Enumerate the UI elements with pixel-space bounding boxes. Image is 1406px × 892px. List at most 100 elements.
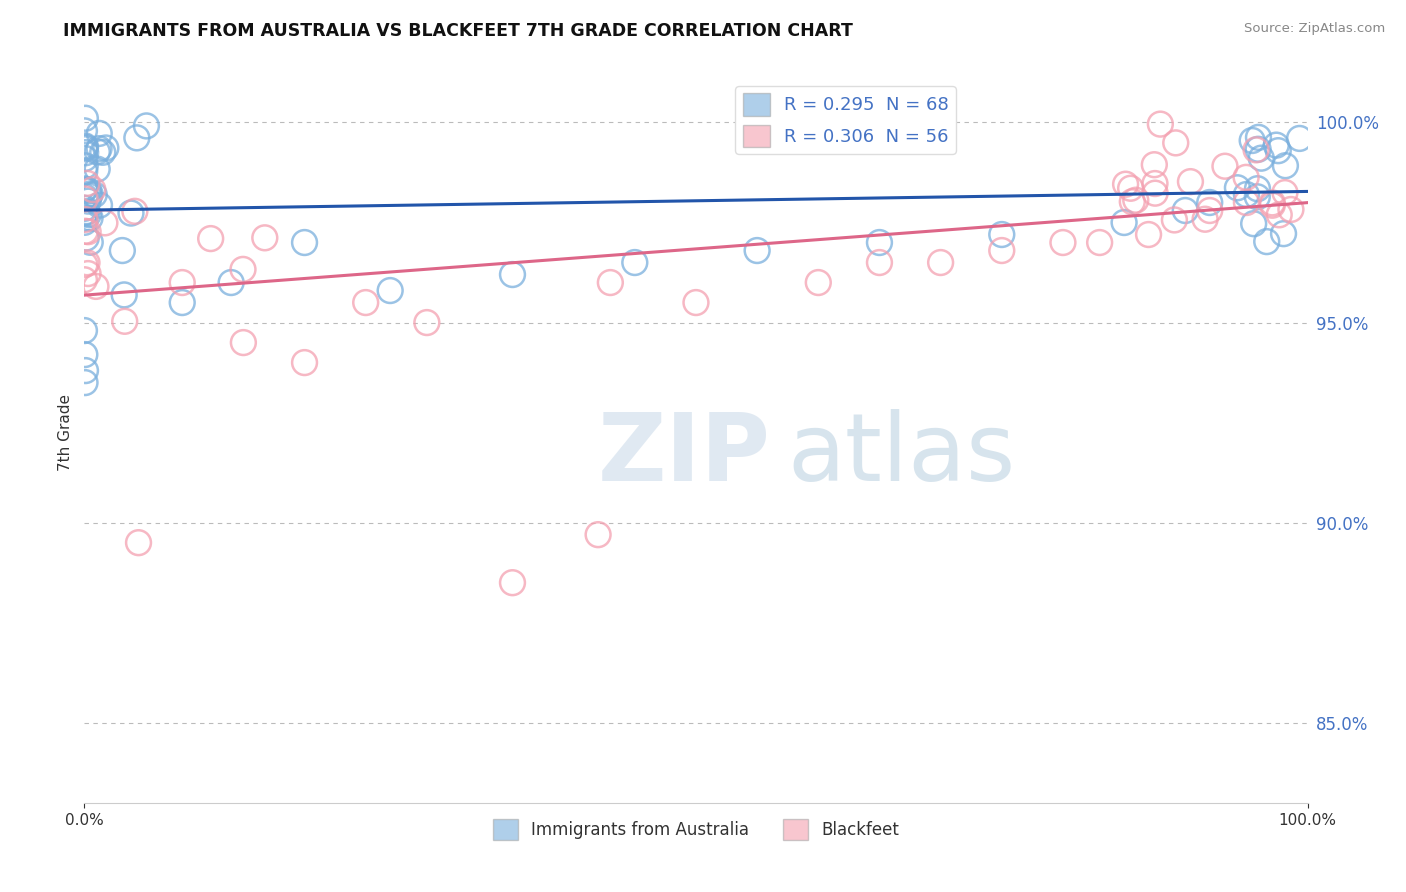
Point	[87, 142, 110, 156]
Point	[1265, 138, 1288, 153]
Point	[73, 164, 96, 178]
Point	[1174, 203, 1197, 218]
Point	[75, 190, 97, 204]
Point	[1137, 227, 1160, 242]
Point	[94, 141, 117, 155]
Point	[79, 211, 101, 225]
Point	[1088, 235, 1111, 250]
Point	[73, 202, 96, 216]
Point	[89, 127, 111, 141]
Point	[200, 231, 222, 245]
Point	[1164, 136, 1187, 150]
Point	[75, 112, 97, 126]
Point	[685, 295, 707, 310]
Text: Source: ZipAtlas.com: Source: ZipAtlas.com	[1244, 22, 1385, 36]
Point	[1125, 193, 1147, 207]
Point	[991, 244, 1014, 258]
Point	[1247, 130, 1270, 145]
Point	[991, 227, 1014, 242]
Point	[253, 231, 276, 245]
Point	[77, 189, 100, 203]
Point	[1246, 190, 1268, 204]
Point	[1279, 202, 1302, 217]
Point	[1198, 195, 1220, 210]
Point	[1180, 175, 1202, 189]
Point	[1268, 208, 1291, 222]
Point	[869, 255, 891, 269]
Point	[502, 575, 524, 590]
Point	[77, 194, 100, 208]
Point	[1243, 217, 1265, 231]
Point	[75, 159, 97, 173]
Point	[73, 152, 96, 166]
Point	[73, 212, 96, 227]
Point	[1267, 144, 1289, 158]
Point	[112, 288, 135, 302]
Point	[94, 216, 117, 230]
Point	[89, 198, 111, 212]
Point	[73, 258, 96, 272]
Point	[135, 119, 157, 133]
Point	[84, 279, 107, 293]
Point	[380, 284, 402, 298]
Point	[1256, 235, 1278, 249]
Point	[1198, 203, 1220, 218]
Point	[232, 335, 254, 350]
Point	[1241, 134, 1264, 148]
Point	[586, 527, 609, 541]
Point	[1213, 159, 1236, 173]
Point	[1236, 195, 1258, 210]
Point	[76, 177, 98, 191]
Point	[77, 207, 100, 221]
Point	[294, 235, 316, 250]
Text: ZIP: ZIP	[598, 409, 770, 500]
Point	[75, 363, 97, 377]
Point	[1149, 117, 1171, 131]
Point	[75, 231, 97, 245]
Point	[1194, 212, 1216, 227]
Point	[747, 244, 769, 258]
Point	[1244, 143, 1267, 157]
Point	[869, 235, 891, 250]
Point	[1143, 177, 1166, 191]
Point	[219, 276, 242, 290]
Point	[77, 184, 100, 198]
Point	[128, 535, 150, 549]
Point	[1274, 186, 1296, 200]
Point	[1114, 215, 1136, 229]
Point	[125, 131, 148, 145]
Point	[79, 235, 101, 250]
Text: IMMIGRANTS FROM AUSTRALIA VS BLACKFEET 7TH GRADE CORRELATION CHART: IMMIGRANTS FROM AUSTRALIA VS BLACKFEET 7…	[63, 22, 853, 40]
Point	[1143, 158, 1166, 172]
Point	[75, 205, 97, 219]
Point	[1163, 213, 1185, 227]
Point	[73, 124, 96, 138]
Legend: Immigrants from Australia, Blackfeet: Immigrants from Australia, Blackfeet	[486, 813, 905, 847]
Point	[1250, 151, 1272, 165]
Point	[77, 225, 100, 239]
Point	[73, 348, 96, 362]
Point	[86, 162, 108, 177]
Point	[1247, 142, 1270, 156]
Point	[124, 204, 146, 219]
Point	[83, 187, 105, 202]
Point	[929, 255, 952, 269]
Point	[82, 183, 104, 197]
Point	[354, 295, 377, 310]
Point	[294, 355, 316, 369]
Y-axis label: 7th Grade: 7th Grade	[58, 394, 73, 471]
Point	[172, 276, 194, 290]
Point	[79, 186, 101, 201]
Point	[1234, 170, 1257, 185]
Point	[1274, 159, 1296, 173]
Point	[1144, 186, 1167, 201]
Text: atlas: atlas	[787, 409, 1017, 500]
Point	[73, 376, 96, 390]
Point	[1261, 198, 1284, 212]
Point	[1121, 194, 1143, 209]
Point	[75, 140, 97, 154]
Point	[807, 276, 830, 290]
Point	[599, 276, 621, 290]
Point	[73, 139, 96, 153]
Point	[73, 142, 96, 156]
